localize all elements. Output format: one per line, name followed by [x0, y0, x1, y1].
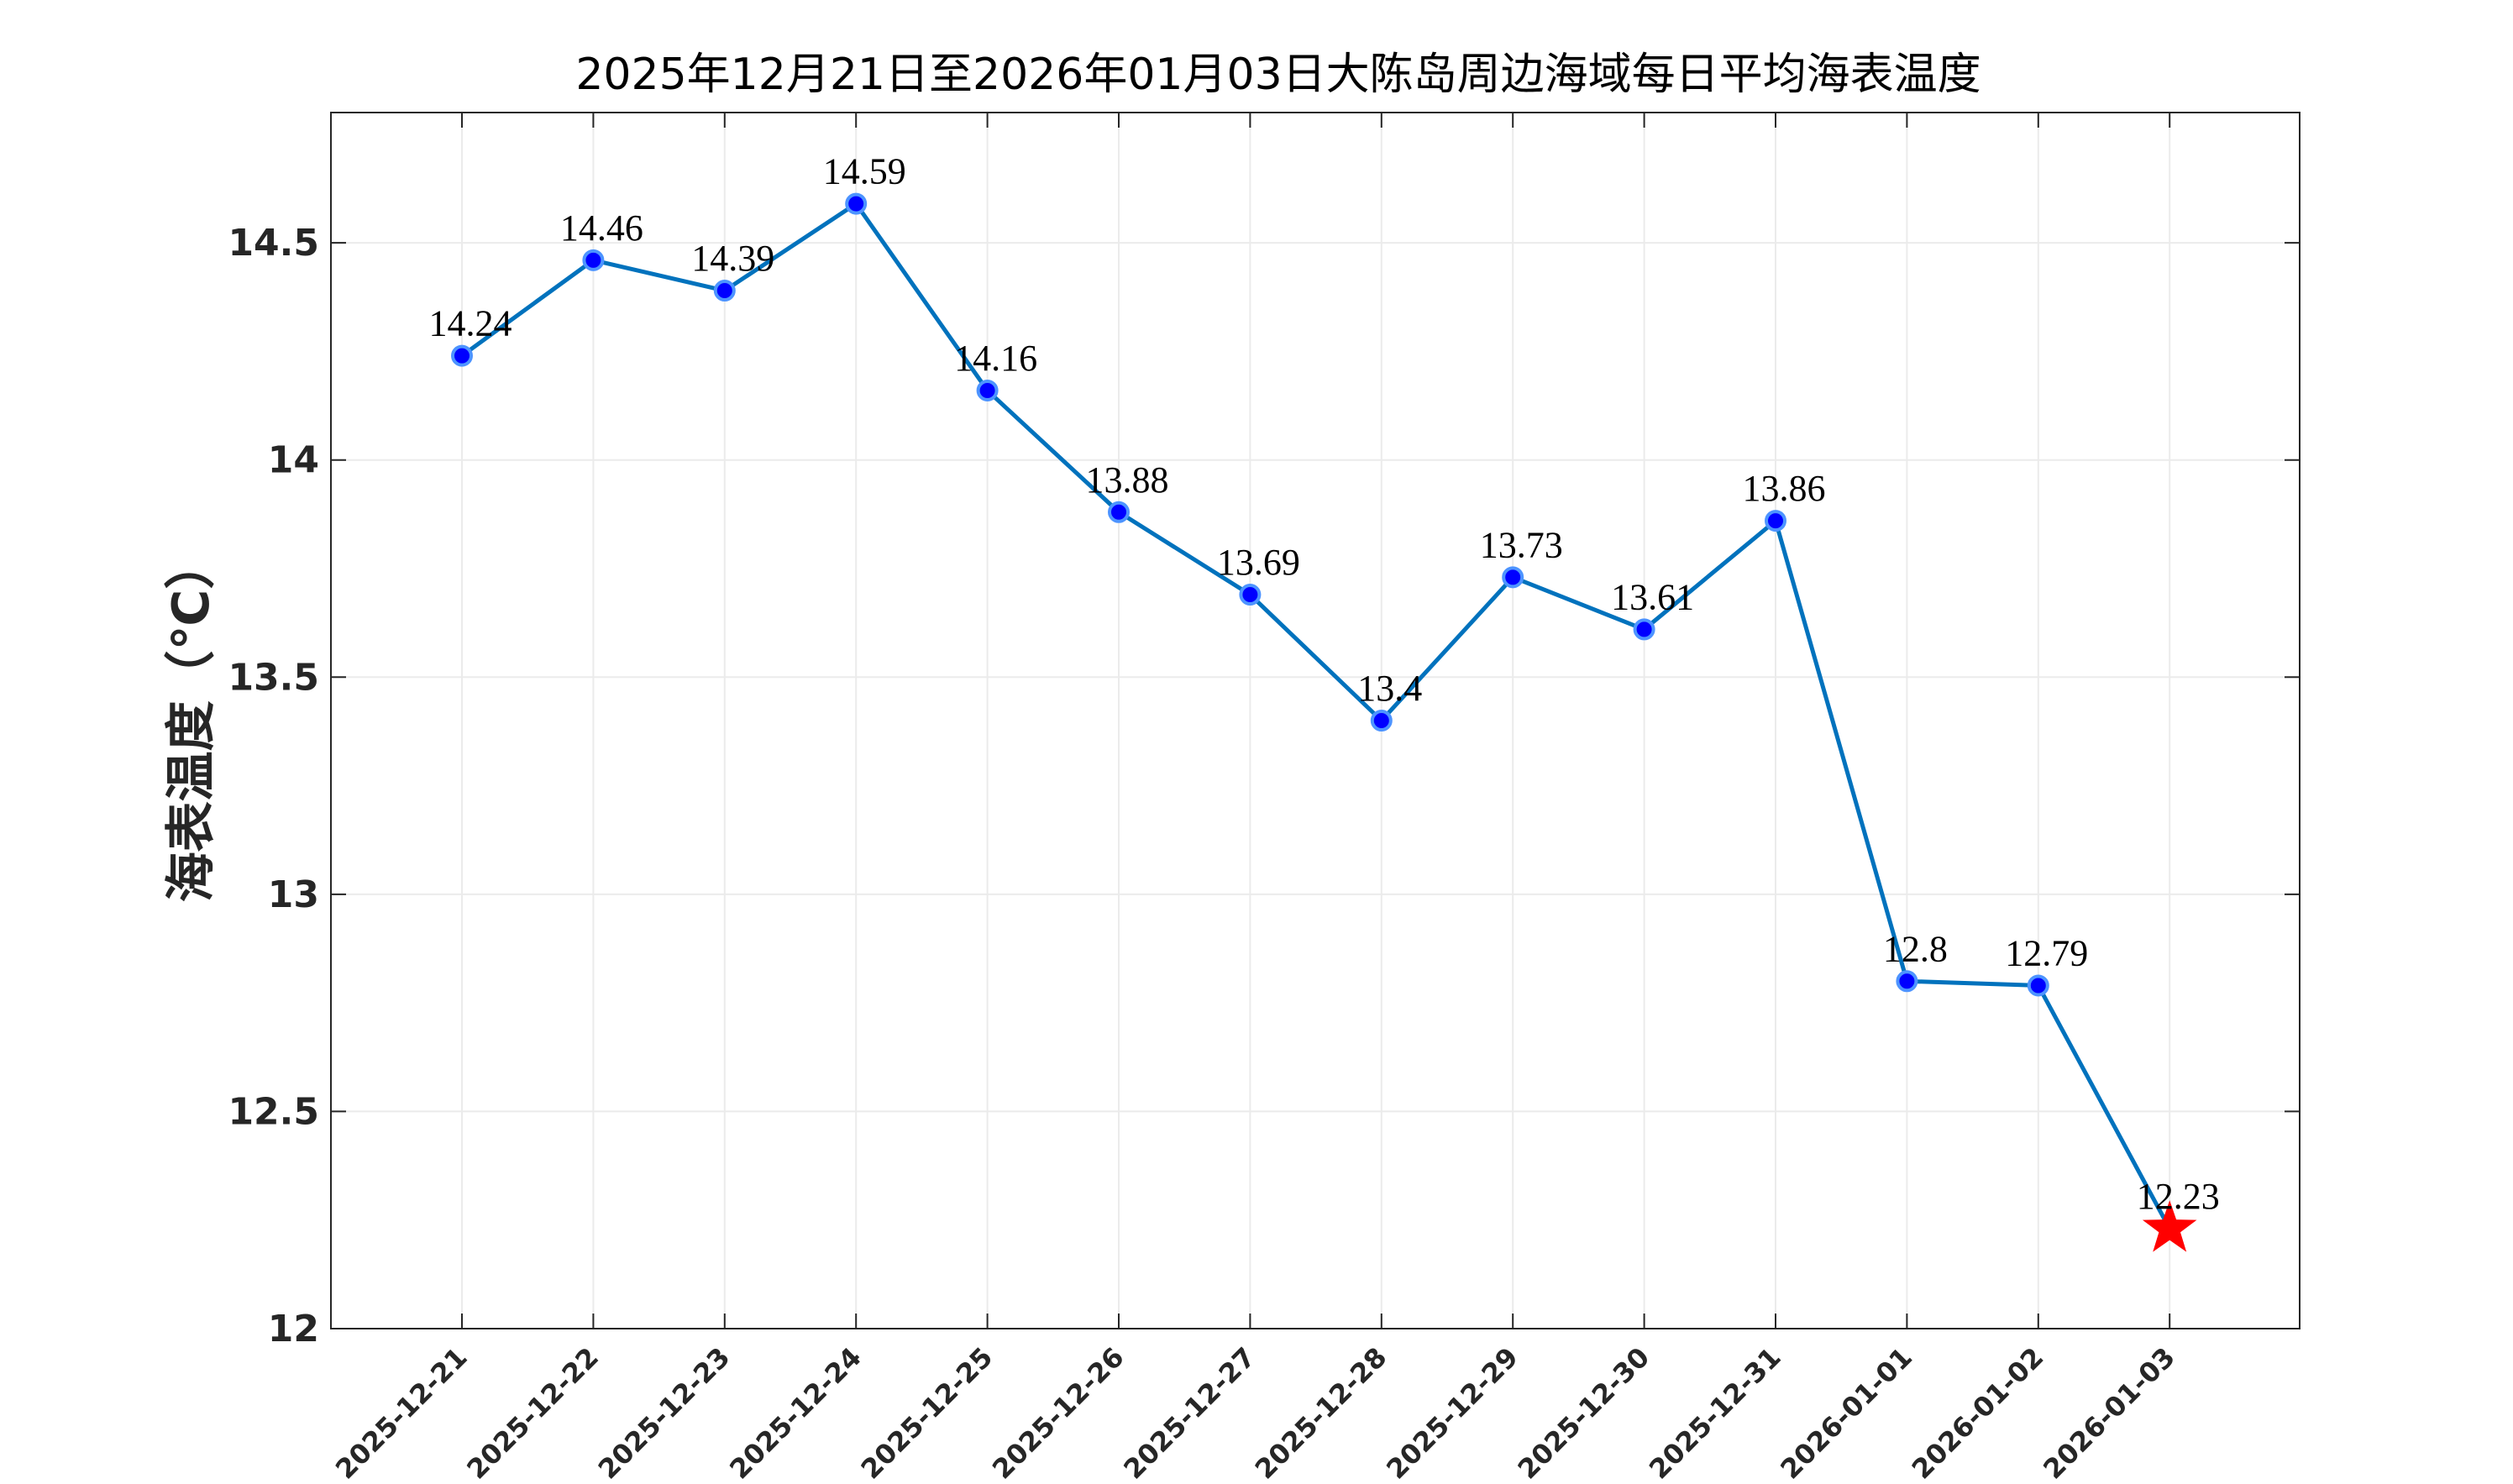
y-tick-label: 14.5 [228, 222, 319, 265]
x-tick-label: 2025-12-23 [592, 1341, 737, 1484]
data-point-marker [1896, 970, 1918, 993]
data-point-marker [451, 344, 473, 367]
series-line [460, 202, 2172, 1230]
data-label: 12.8 [1883, 928, 1948, 969]
data-point-marker [2027, 974, 2049, 997]
y-axis-label: 海表温度（℃） [162, 539, 221, 903]
y-tick-label: 14 [268, 439, 319, 482]
x-tick-label: 2026-01-01 [1774, 1341, 1918, 1484]
data-label: 14.24 [429, 303, 512, 344]
data-label: 12.23 [2137, 1176, 2220, 1217]
data-label: 13.88 [1086, 459, 1169, 501]
data-point-marker [1765, 510, 1786, 532]
y-tick-label: 12 [268, 1308, 319, 1350]
x-tick-label: 2025-12-25 [855, 1341, 999, 1484]
data-point-marker [1239, 584, 1262, 606]
data-point-marker [845, 192, 868, 215]
data-point-marker [1633, 618, 1655, 641]
x-tick-label: 2025-12-21 [329, 1341, 474, 1484]
x-tick-label: 2025-12-26 [986, 1341, 1131, 1484]
x-tick-label: 2025-12-22 [460, 1341, 605, 1484]
data-label: 13.4 [1357, 668, 1422, 709]
data-label: 14.39 [691, 238, 774, 279]
x-tick-label: 2025-12-28 [1249, 1341, 1393, 1484]
data-label: 14.46 [560, 207, 643, 249]
data-label: 14.16 [954, 338, 1037, 379]
grid-layer [331, 113, 2300, 1329]
data-point-marker [1108, 501, 1130, 523]
data-point-marker [1370, 710, 1393, 732]
series-layer [451, 192, 2197, 1252]
y-axis-tick-labels: 12 12.5 13 13.5 14 14.5 [228, 222, 319, 1350]
y-tick-label: 13 [268, 873, 319, 916]
data-point-marker [713, 280, 736, 302]
data-point-marker [976, 379, 999, 401]
highlight-star-marker [2142, 1200, 2197, 1252]
plot-area-frame [330, 112, 2301, 1329]
data-point-marker [1502, 566, 1524, 589]
data-label: 12.79 [2005, 932, 2088, 973]
x-tick-label: 2025-12-30 [1512, 1341, 1656, 1484]
x-tick-label: 2025-12-31 [1643, 1341, 1787, 1484]
x-tick-label: 2025-12-29 [1380, 1341, 1524, 1484]
chart-title: 2025年12月21日至2026年01月03日大陈岛周边海域每日平均海表温度 [575, 50, 1980, 100]
tick-layer [331, 113, 2300, 1329]
y-tick-label: 12.5 [228, 1090, 319, 1133]
data-label: 13.86 [1743, 468, 1826, 509]
x-tick-label: 2025-12-27 [1117, 1341, 1262, 1484]
x-tick-label: 2025-12-24 [723, 1341, 868, 1484]
x-tick-label: 2026-01-03 [2037, 1341, 2181, 1484]
data-labels: 14.24 14.46 14.39 14.59 14.16 13.88 13.69 13.4 1… [429, 151, 2220, 1217]
y-tick-label: 13.5 [228, 656, 319, 699]
data-label: 13.69 [1217, 542, 1300, 583]
data-point-marker [582, 249, 605, 271]
x-axis-tick-labels: 2025-12-212025-12-222025-12-232025-12-24… [329, 1341, 2181, 1484]
data-label: 14.59 [823, 151, 906, 192]
data-label: 13.61 [1611, 576, 1694, 617]
data-label: 13.73 [1480, 524, 1563, 565]
x-tick-label: 2026-01-02 [1906, 1341, 2050, 1484]
